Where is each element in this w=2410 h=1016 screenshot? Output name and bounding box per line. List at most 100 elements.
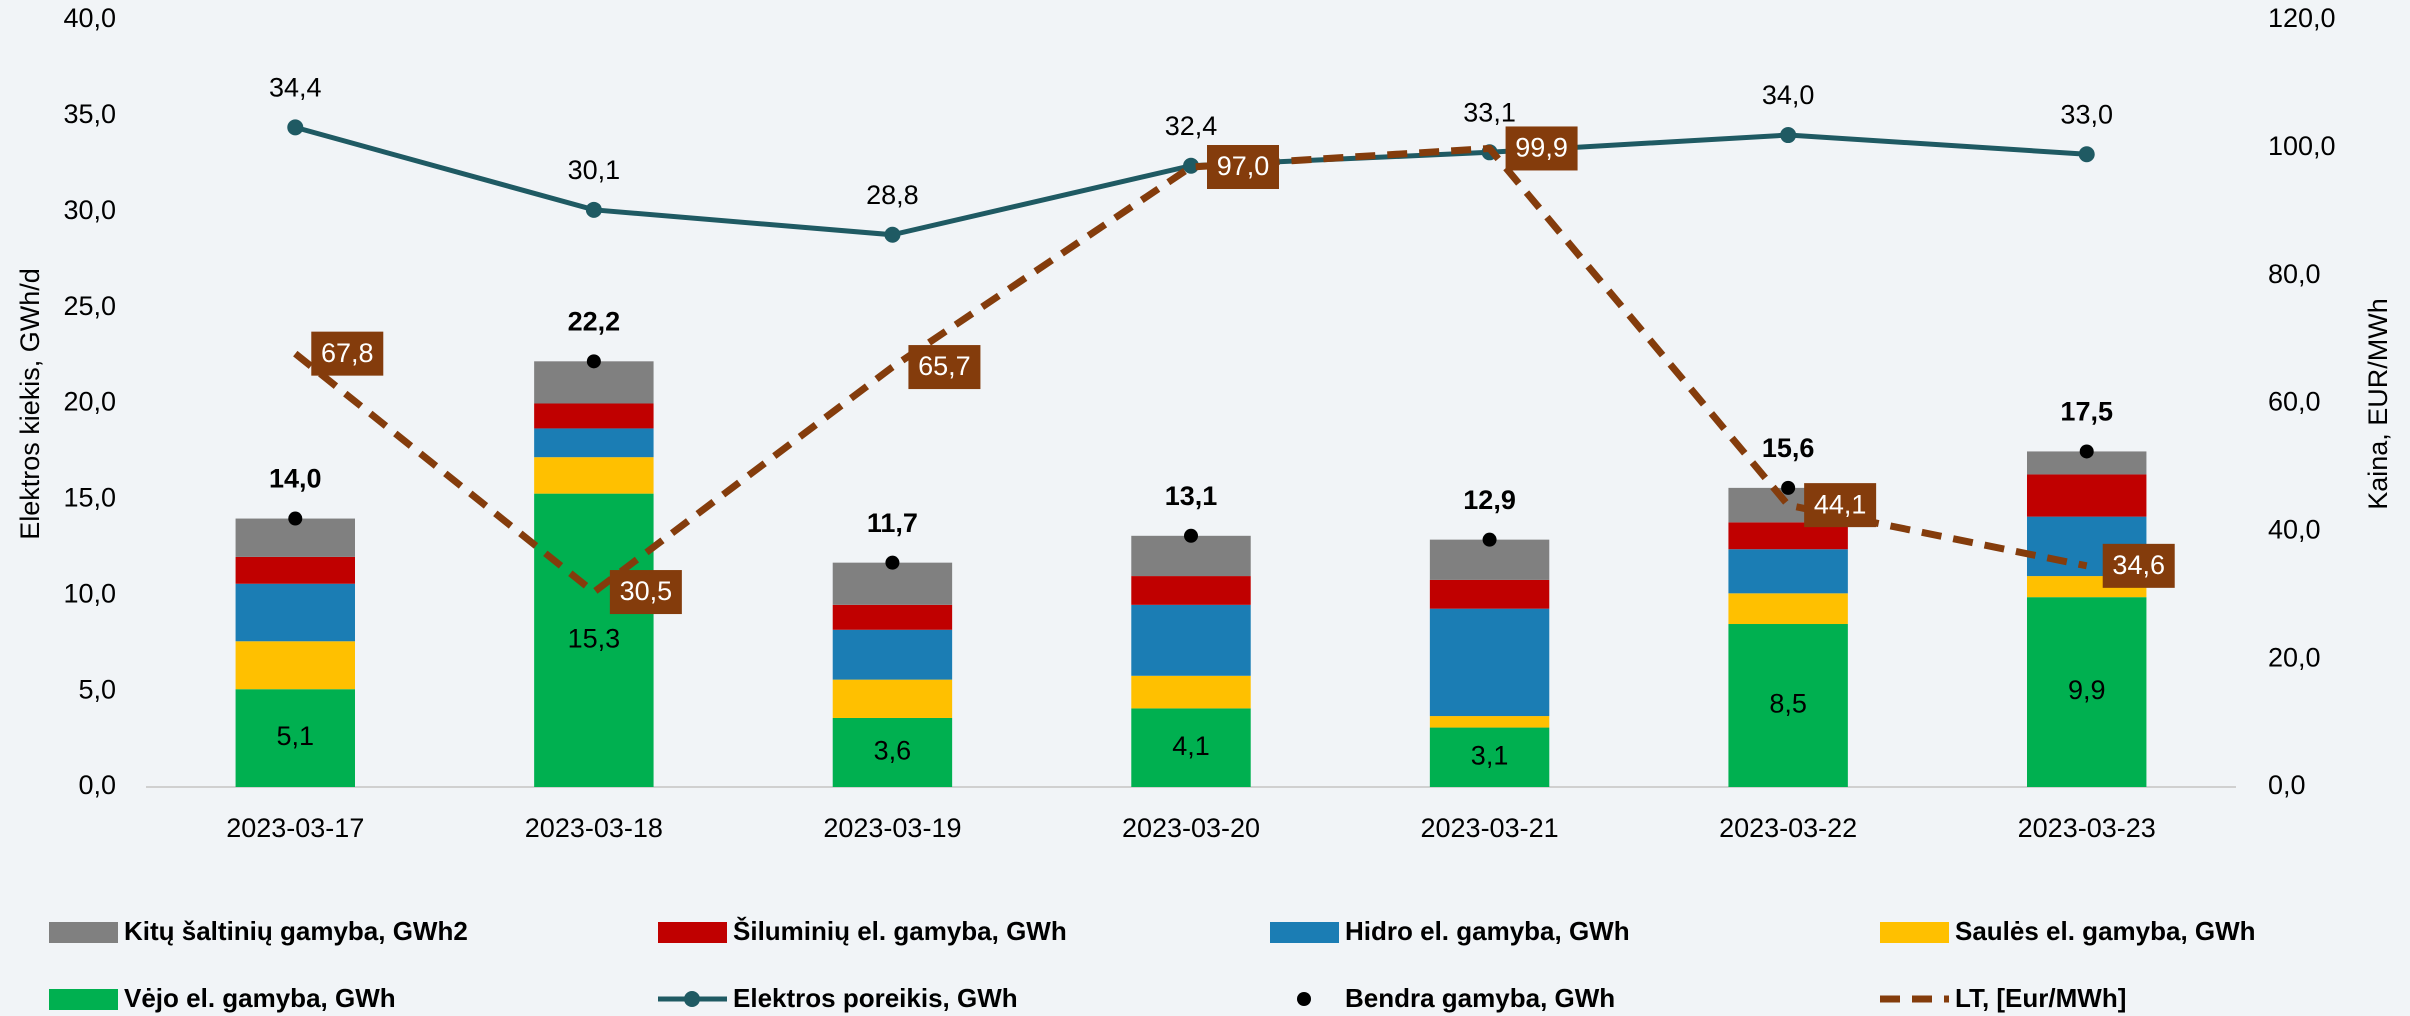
legend-swatch: [658, 922, 727, 943]
legend-label: Vėjo el. gamyba, GWh: [124, 983, 396, 1013]
bar-segment: [1728, 549, 1848, 594]
label-box: [908, 345, 981, 390]
label-box: [1505, 126, 1578, 171]
data-label: 33,0: [2060, 99, 2113, 129]
y2-tick-label: 40,0: [2268, 514, 2321, 544]
data-label: 30,5: [620, 576, 673, 606]
y2-tick-label: 120,0: [2268, 3, 2336, 33]
data-label: 12,9: [1463, 485, 1516, 515]
y-tick-label: 40,0: [63, 3, 116, 33]
label-box: [609, 570, 682, 615]
bar-segment: [1131, 708, 1251, 787]
y2-tick-label: 80,0: [2268, 259, 2321, 289]
data-label: 44,1: [1814, 489, 1867, 519]
bar-segment: [832, 604, 953, 630]
bar-segment: [832, 562, 953, 605]
y-tick-label: 20,0: [63, 387, 116, 417]
data-label: 33,1: [1463, 97, 1516, 127]
total-point: [885, 555, 900, 570]
point: [1780, 127, 1797, 144]
data-label: 3,6: [874, 736, 912, 766]
bar-segment: [534, 428, 654, 458]
total-point: [2079, 444, 2094, 459]
point: [287, 119, 304, 136]
data-label: 22,2: [568, 306, 621, 336]
label-box: [1207, 145, 1279, 190]
y-tick-label: 25,0: [63, 291, 116, 321]
total-point: [1781, 480, 1796, 495]
bar-segment: [1429, 608, 1550, 717]
y2-tick-label: 60,0: [2268, 387, 2321, 417]
y-tick-label: 15,0: [63, 483, 116, 513]
y-tick-label: 10,0: [63, 578, 116, 608]
bar-segment: [832, 717, 953, 787]
data-label: 4,1: [1172, 731, 1210, 761]
bar-segment: [235, 689, 355, 787]
legend-swatch: [1880, 922, 1949, 943]
bar-segment: [235, 641, 355, 690]
legend-swatch: [1297, 992, 1311, 1006]
bar-segment: [1131, 604, 1251, 676]
data-label: 34,0: [1762, 80, 1815, 110]
data-label: 32,4: [1165, 111, 1218, 141]
data-label: 65,7: [918, 351, 971, 381]
bar-segment: [2027, 451, 2147, 475]
bar-segment: [235, 583, 355, 642]
x-tick-label: 2023-03-20: [1122, 813, 1260, 843]
x-tick-label: 2023-03-19: [823, 813, 961, 843]
data-label: 14,0: [269, 464, 322, 494]
y2-tick-label: 0,0: [2268, 770, 2306, 800]
data-label: 9,9: [2068, 675, 2106, 705]
legend-swatch: [49, 922, 118, 943]
legend-label: Bendra gamyba, GWh: [1345, 983, 1615, 1013]
bar-segment: [832, 679, 953, 718]
data-label: 5,1: [277, 721, 315, 751]
x-tick-label: 2023-03-17: [226, 813, 364, 843]
y2-tick-label: 20,0: [2268, 642, 2321, 672]
bar-segment: [2027, 597, 2147, 787]
bar-segment: [534, 457, 654, 494]
bar-segment: [2027, 474, 2147, 517]
data-label: 97,0: [1217, 151, 1270, 181]
legend-swatch: [1270, 922, 1339, 943]
legend-swatch: [49, 989, 118, 1010]
total-point: [1482, 532, 1497, 547]
data-label: 15,3: [568, 623, 621, 653]
y-tick-label: 30,0: [63, 195, 116, 225]
data-label: 15,6: [1762, 433, 1815, 463]
legend-swatch: [684, 991, 700, 1007]
y2-axis-label: Kaina, EUR/MWh: [2363, 298, 2393, 510]
legend-label: Kitų šaltinių gamyba, GWh2: [124, 916, 468, 946]
data-label: 30,1: [568, 155, 621, 185]
data-label: 13,1: [1165, 481, 1218, 511]
point: [1183, 157, 1199, 174]
data-label: 3,1: [1471, 740, 1509, 770]
label-box: [1804, 483, 1877, 528]
bar-segment: [534, 403, 654, 429]
total-point: [586, 354, 601, 369]
legend-label: Šiluminių el. gamyba, GWh: [733, 916, 1067, 946]
y-tick-label: 0,0: [78, 770, 116, 800]
bar-segment: [534, 361, 654, 404]
legend-label: Hidro el. gamyba, GWh: [1345, 916, 1630, 946]
bar-segment: [235, 556, 355, 584]
total-point: [288, 511, 303, 526]
x-tick-label: 2023-03-18: [525, 813, 663, 843]
bar-segment: [1429, 579, 1550, 609]
bar-segment: [1728, 624, 1848, 787]
bar-segment: [1131, 675, 1251, 709]
point: [884, 226, 901, 243]
legend-label: Elektros poreikis, GWh: [733, 983, 1018, 1013]
x-tick-label: 2023-03-23: [2018, 813, 2156, 843]
label-box: [2102, 543, 2175, 588]
bar-segment: [1429, 716, 1550, 728]
bar-segment: [534, 493, 654, 787]
bar-segment: [832, 629, 953, 680]
y-axis-label: Elektros kiekis, GWh/d: [15, 268, 45, 540]
data-label: 8,5: [1769, 689, 1807, 719]
y2-tick-label: 100,0: [2268, 131, 2336, 161]
bar-segment: [1131, 576, 1251, 605]
data-label: 99,9: [1515, 133, 1568, 163]
data-label: 67,8: [321, 338, 374, 368]
